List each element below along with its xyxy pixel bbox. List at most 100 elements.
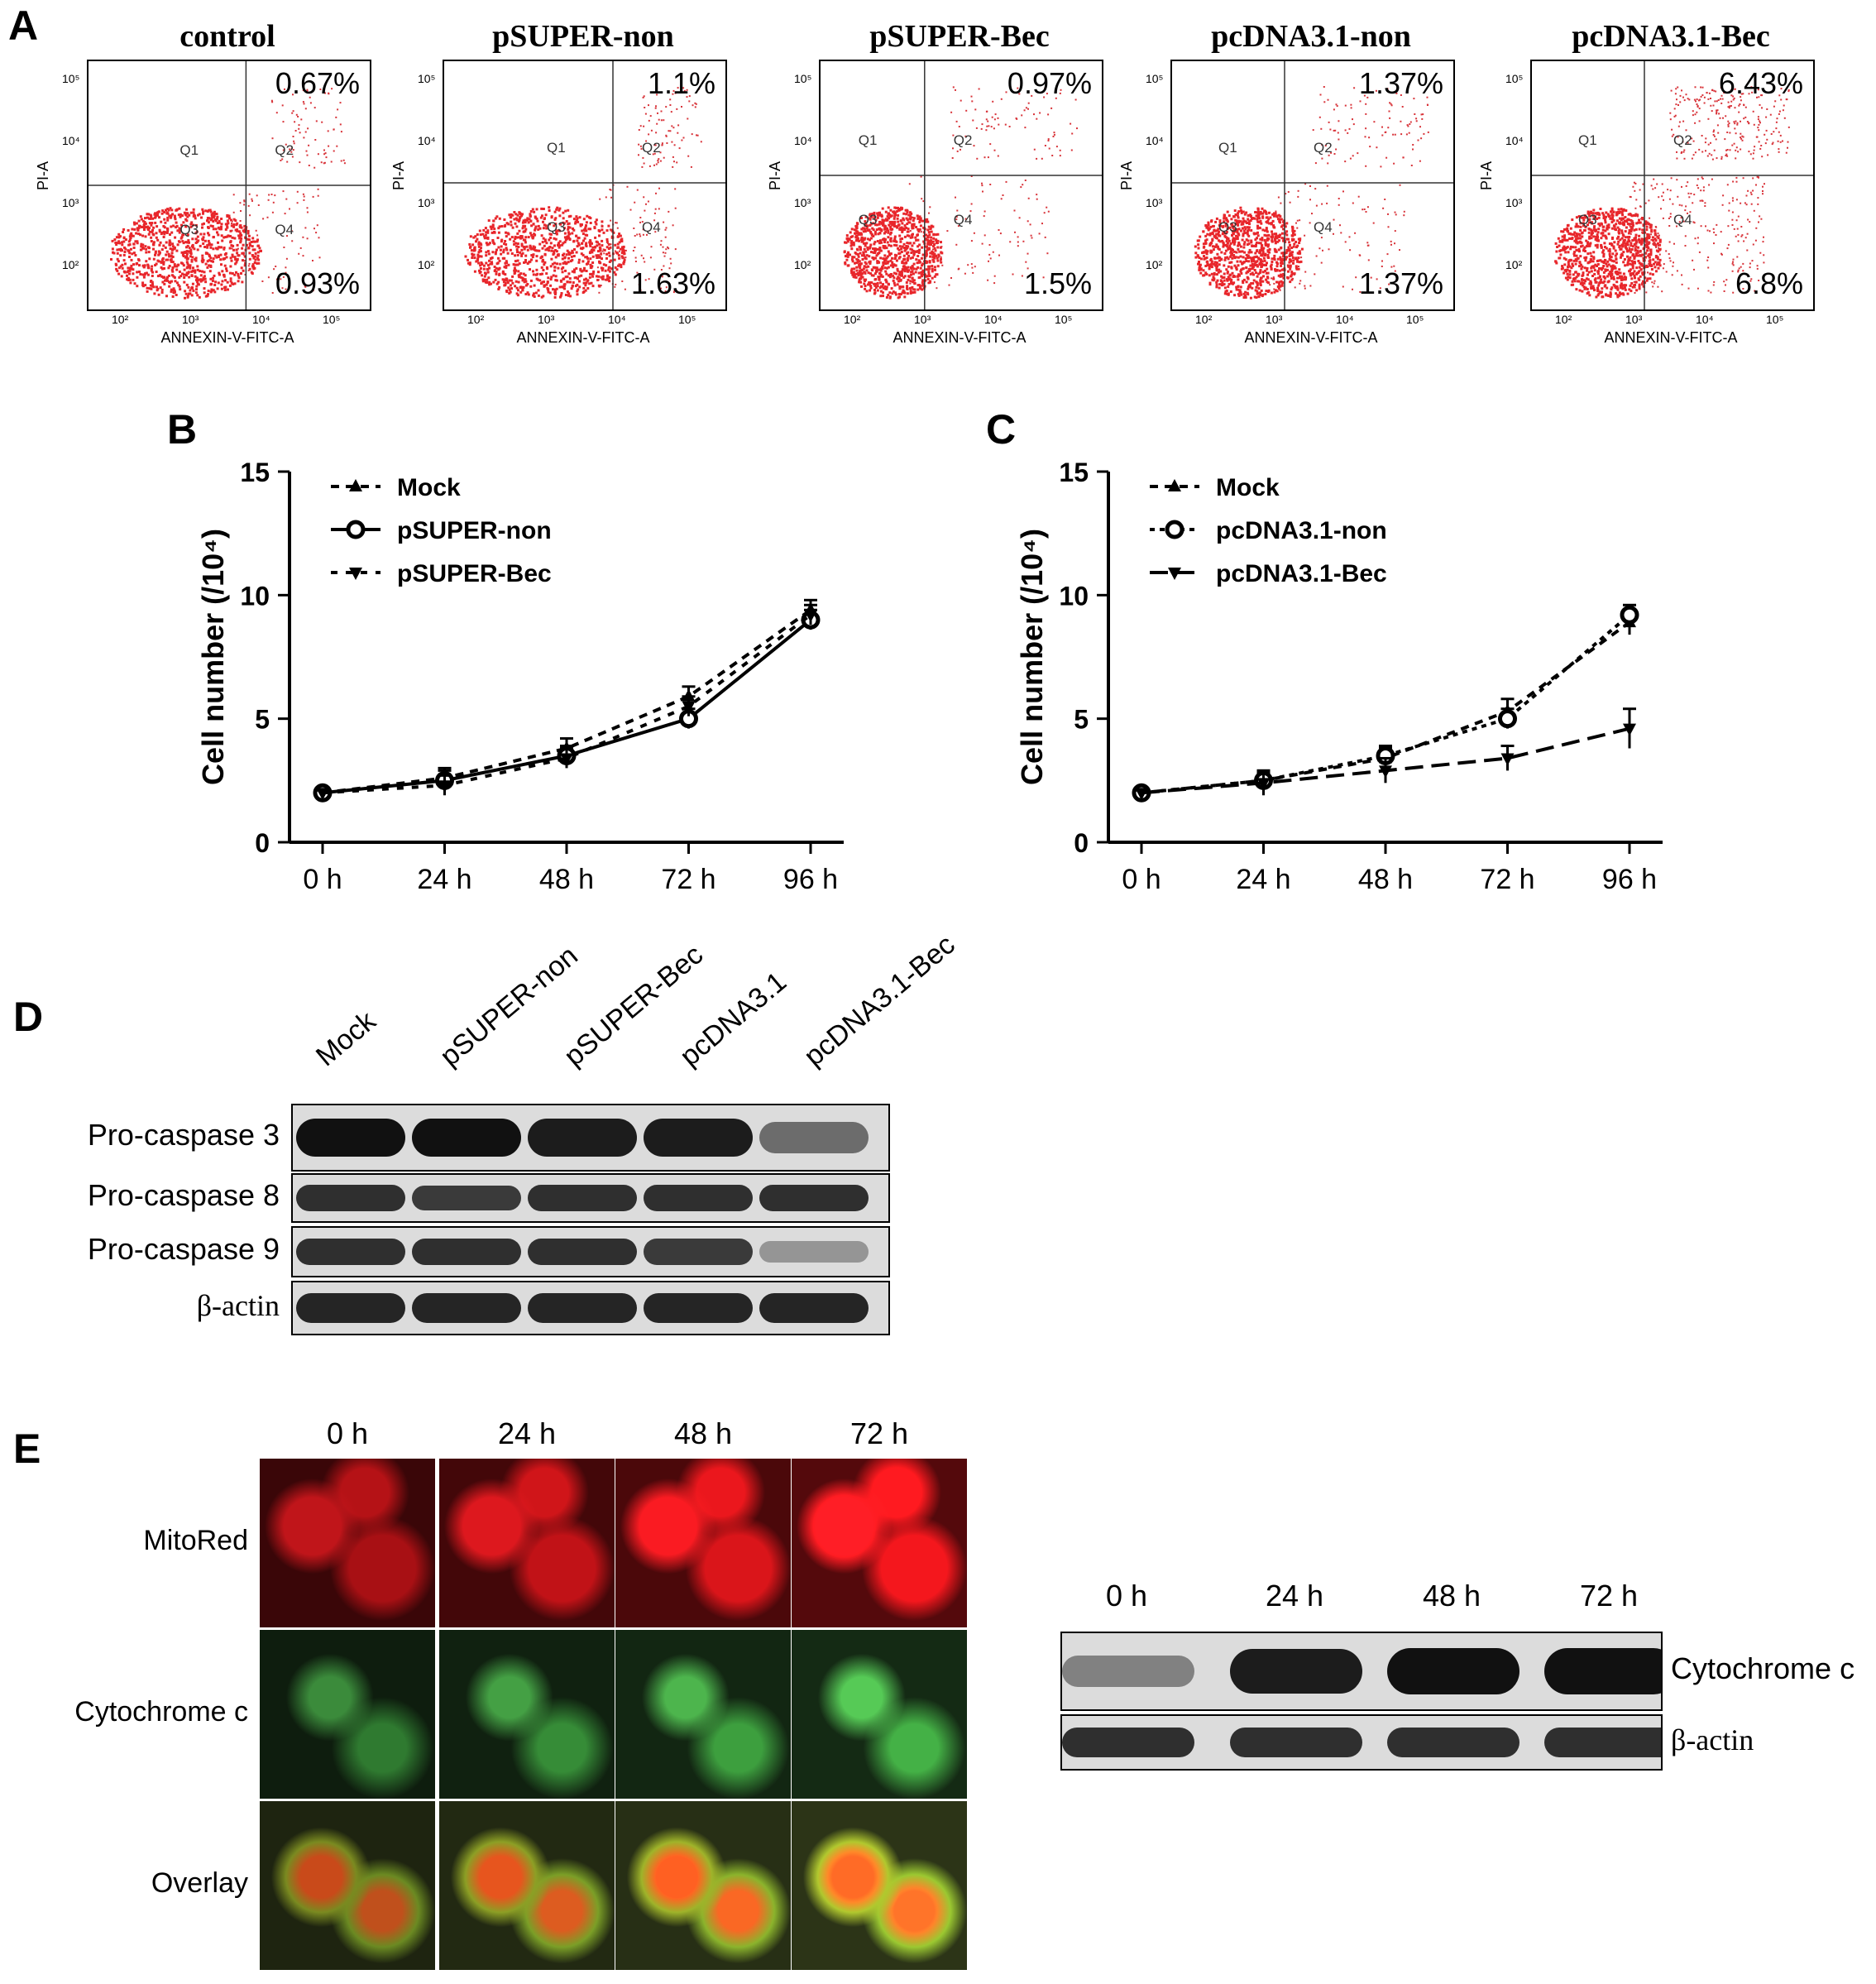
flow-scatter bbox=[1172, 61, 1453, 309]
x-tick-label: 96 h bbox=[1602, 864, 1657, 895]
timepoint-label: 48 h bbox=[673, 1416, 733, 1450]
x-tick-label: 10⁵ bbox=[1406, 313, 1424, 326]
q4-percentage: 1.37% bbox=[1358, 266, 1443, 300]
flow-scatter bbox=[1532, 61, 1813, 309]
protein-band bbox=[412, 1185, 521, 1211]
x-tick-label: 10⁴ bbox=[984, 313, 1003, 326]
quadrant-label: Q3 bbox=[858, 212, 878, 228]
y-axis-label: PI-A bbox=[1478, 161, 1496, 191]
protein-band bbox=[1062, 1728, 1194, 1757]
panel-label-d: D bbox=[13, 994, 44, 1040]
protein-band bbox=[759, 1121, 869, 1153]
protein-band bbox=[412, 1118, 521, 1157]
x-tick-label: 0 h bbox=[303, 864, 342, 895]
micrograph-tile bbox=[439, 1459, 615, 1627]
quadrant-label: Q3 bbox=[547, 219, 566, 235]
protein-band bbox=[528, 1238, 637, 1266]
x-tick-label: 10⁵ bbox=[1055, 313, 1073, 326]
blot-strip bbox=[1060, 1632, 1663, 1711]
flow-plot-area: Q1 Q2 Q3 Q4 bbox=[87, 60, 371, 311]
micrograph-tile bbox=[615, 1459, 791, 1627]
blot-timepoint-label: 48 h bbox=[1422, 1579, 1481, 1613]
x-tick-label: 10² bbox=[844, 313, 861, 326]
y-tick-label: 0 bbox=[1074, 828, 1089, 858]
x-tick-label: 24 h bbox=[1236, 864, 1290, 895]
x-tick-label: 10⁵ bbox=[1766, 313, 1784, 326]
y-tick-label: 10⁵ bbox=[1505, 72, 1524, 85]
protein-band bbox=[528, 1185, 637, 1211]
blot-timepoint-label: 72 h bbox=[1579, 1579, 1639, 1613]
data-point bbox=[316, 788, 329, 801]
protein-band bbox=[1230, 1649, 1362, 1694]
q2-percentage: 0.67% bbox=[275, 66, 360, 100]
x-tick-label: 24 h bbox=[417, 864, 471, 895]
x-tick-label: 10² bbox=[467, 313, 485, 326]
y-tick-label: 10³ bbox=[1146, 196, 1163, 209]
y-axis-label: PI-A bbox=[390, 161, 408, 191]
lane-label: Mock bbox=[309, 1004, 382, 1073]
x-tick-label: 10⁴ bbox=[1696, 313, 1714, 326]
quadrant-label: Q2 bbox=[1314, 140, 1333, 156]
timepoint-label: 72 h bbox=[849, 1416, 909, 1450]
micrograph-tile bbox=[792, 1459, 967, 1627]
y-tick-label: 10⁴ bbox=[1146, 134, 1164, 147]
y-tick-label: 10⁵ bbox=[62, 72, 80, 85]
growth-chart-knockdown: 0 5 10 15 0 h 24 h 48 h 72 h 96 h Cell number (/1… bbox=[196, 458, 844, 895]
micrograph-tile bbox=[792, 1630, 967, 1799]
x-tick-label: 10³ bbox=[1266, 313, 1283, 326]
lane-label: pcDNA3.1 bbox=[673, 966, 793, 1073]
x-tick-label: 0 h bbox=[1122, 864, 1161, 895]
x-axis-label: ANNEXIN-V-FITC-A bbox=[893, 329, 1027, 346]
micrograph-tile bbox=[615, 1630, 791, 1799]
micrograph-tile bbox=[792, 1801, 967, 1970]
x-tick-label: 48 h bbox=[1358, 864, 1413, 895]
data-point bbox=[1379, 765, 1392, 779]
protein-band bbox=[1387, 1648, 1519, 1694]
protein-band bbox=[1387, 1728, 1519, 1757]
protein-band bbox=[296, 1118, 405, 1157]
quadrant-label: Q1 bbox=[1578, 132, 1597, 148]
micrograph-tile bbox=[439, 1630, 615, 1799]
protein-band bbox=[1544, 1728, 1661, 1757]
legend-marker bbox=[1168, 479, 1181, 491]
flow-scatter bbox=[821, 61, 1102, 309]
quadrant-label: Q2 bbox=[953, 132, 973, 148]
protein-band bbox=[1062, 1656, 1194, 1687]
q4-percentage: 1.63% bbox=[630, 266, 715, 300]
x-axis-label: ANNEXIN-V-FITC-A bbox=[516, 329, 650, 346]
panel-label-a: A bbox=[8, 2, 39, 49]
micrograph-tile bbox=[260, 1459, 435, 1627]
micrograph-tile bbox=[439, 1801, 615, 1970]
growth-chart-overexpression: 0 5 10 15 0 h 24 h 48 h 72 h 96 h Cell number (/1… bbox=[1015, 458, 1663, 895]
q2-percentage: 0.97% bbox=[1007, 66, 1092, 100]
legend-label: Mock bbox=[1216, 474, 1280, 501]
quadrant-label: Q4 bbox=[953, 212, 973, 228]
legend-label: pcDNA3.1-non bbox=[1216, 517, 1387, 544]
quadrant-label: Q4 bbox=[1314, 219, 1333, 235]
protein-band bbox=[644, 1119, 753, 1157]
y-tick-label: 10² bbox=[418, 258, 435, 271]
quadrant-label: Q3 bbox=[179, 222, 199, 237]
y-tick-label: 10⁵ bbox=[1146, 72, 1164, 85]
quadrant-label: Q1 bbox=[1218, 140, 1237, 156]
lane-label: pcDNA3.1-Bec bbox=[797, 928, 961, 1073]
y-axis-label: PI-A bbox=[1118, 161, 1136, 191]
flow-plot-title: pSUPER-Bec bbox=[869, 19, 1050, 54]
legend-label: pcDNA3.1-Bec bbox=[1216, 560, 1387, 587]
q4-percentage: 1.5% bbox=[1023, 266, 1092, 300]
protein-band bbox=[296, 1185, 405, 1211]
data-point bbox=[682, 701, 696, 714]
panel-label-e: E bbox=[13, 1426, 41, 1472]
blot-row-label: β-actin bbox=[196, 1289, 280, 1322]
legend-label: pSUPER-non bbox=[397, 517, 552, 544]
protein-band bbox=[412, 1293, 521, 1323]
y-tick-label: 0 bbox=[255, 828, 270, 858]
blot-timepoint-label: 24 h bbox=[1265, 1579, 1324, 1613]
x-axis-label: ANNEXIN-V-FITC-A bbox=[160, 329, 294, 346]
q4-percentage: 6.8% bbox=[1735, 266, 1803, 300]
data-point bbox=[1623, 723, 1636, 736]
y-tick-label: 15 bbox=[240, 458, 270, 487]
data-point bbox=[560, 753, 573, 766]
quadrant-label: Q3 bbox=[1578, 212, 1597, 228]
x-tick-label: 10⁴ bbox=[252, 313, 270, 326]
